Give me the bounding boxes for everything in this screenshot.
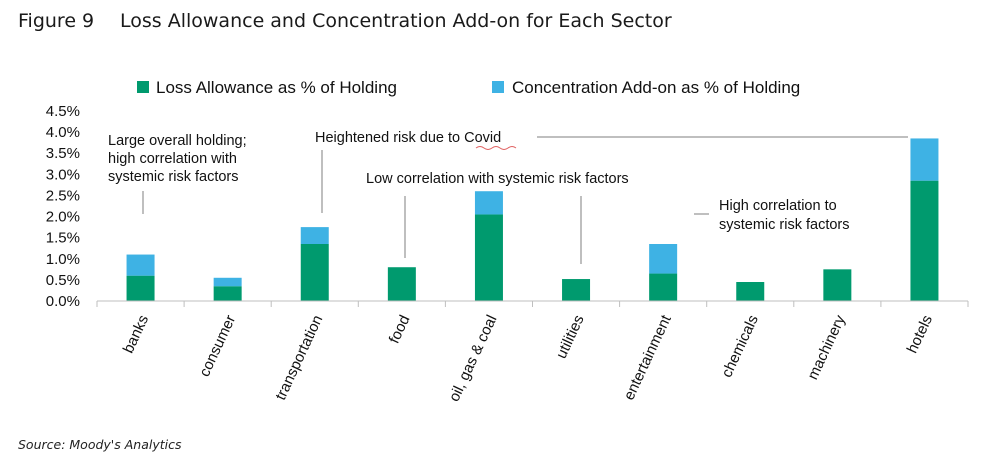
- bar-loss-allowance: [474, 214, 503, 301]
- bar-loss-allowance: [736, 282, 765, 301]
- covid-spell-underline: [475, 146, 517, 150]
- y-tick-label: 4.0%: [46, 124, 80, 141]
- y-tick-label: 1.0%: [46, 251, 80, 268]
- y-tick-label: 3.0%: [46, 166, 80, 183]
- category-label: transportation: [272, 313, 326, 403]
- category-label: consumer: [196, 313, 239, 380]
- category-label: banks: [120, 313, 152, 356]
- annotation-banks: high correlation with: [108, 151, 237, 167]
- y-tick-label: 3.5%: [46, 145, 80, 162]
- category-label: oil, gas & coal: [446, 313, 501, 405]
- legend-label-loss-allowance: Loss Allowance as % of Holding: [156, 78, 397, 97]
- bar-concentration-addon: [300, 227, 329, 244]
- annotation-banks: systemic risk factors: [108, 169, 239, 185]
- category-label: entertainment: [621, 312, 676, 403]
- bar-loss-allowance: [910, 180, 939, 301]
- stacked-bar-chart: 0.0% 0.5% 1.0% 1.5% 2.0% 2.5% 3.0% 3.5% 4.0% 4.5%…: [46, 78, 969, 405]
- y-tick-label: 4.5%: [46, 103, 80, 120]
- y-tick-label: 0.0%: [46, 293, 80, 310]
- category-label: food: [386, 313, 414, 347]
- bar-loss-allowance: [213, 286, 242, 301]
- category-label: machinery: [804, 312, 849, 382]
- source-note: Source: Moody's Analytics: [18, 437, 182, 452]
- bar-loss-allowance: [387, 267, 416, 301]
- bar-concentration-addon: [474, 191, 503, 215]
- bar-loss-allowance: [823, 269, 852, 301]
- y-tick-label: 0.5%: [46, 272, 80, 289]
- annotation-entertainment: High correlation to: [719, 198, 837, 214]
- annotation-banks: Large overall holding;: [108, 133, 247, 149]
- bar-concentration-addon: [910, 138, 939, 181]
- y-tick-label: 2.5%: [46, 187, 80, 204]
- bar-loss-allowance: [649, 273, 678, 301]
- category-label: utilities: [553, 313, 588, 362]
- figure-heading: Figure 9 Loss Allowance and Concentration…: [18, 10, 672, 32]
- bar-concentration-addon: [213, 277, 242, 287]
- figure-title: Loss Allowance and Concentration Add-on …: [120, 10, 672, 32]
- bar-concentration-addon: [649, 244, 678, 274]
- bar-loss-allowance: [126, 275, 155, 301]
- y-tick-label: 2.0%: [46, 209, 80, 226]
- legend-label-concentration-addon: Concentration Add-on as % of Holding: [512, 78, 800, 97]
- annotation-transportation: Heightened risk due to Covid: [315, 130, 501, 146]
- legend-swatch-concentration-addon: [492, 81, 504, 93]
- annotation-food: Low correlation with systemic risk facto…: [366, 171, 629, 187]
- y-tick-label: 1.5%: [46, 230, 80, 247]
- bar-loss-allowance: [562, 279, 591, 301]
- bar-concentration-addon: [126, 254, 155, 276]
- figure-number: Figure 9: [18, 10, 95, 32]
- legend-swatch-loss-allowance: [137, 81, 149, 93]
- annotation-entertainment: systemic risk factors: [719, 217, 850, 233]
- category-label: chemicals: [718, 313, 762, 381]
- bar-loss-allowance: [300, 244, 329, 301]
- category-label: hotels: [904, 313, 936, 356]
